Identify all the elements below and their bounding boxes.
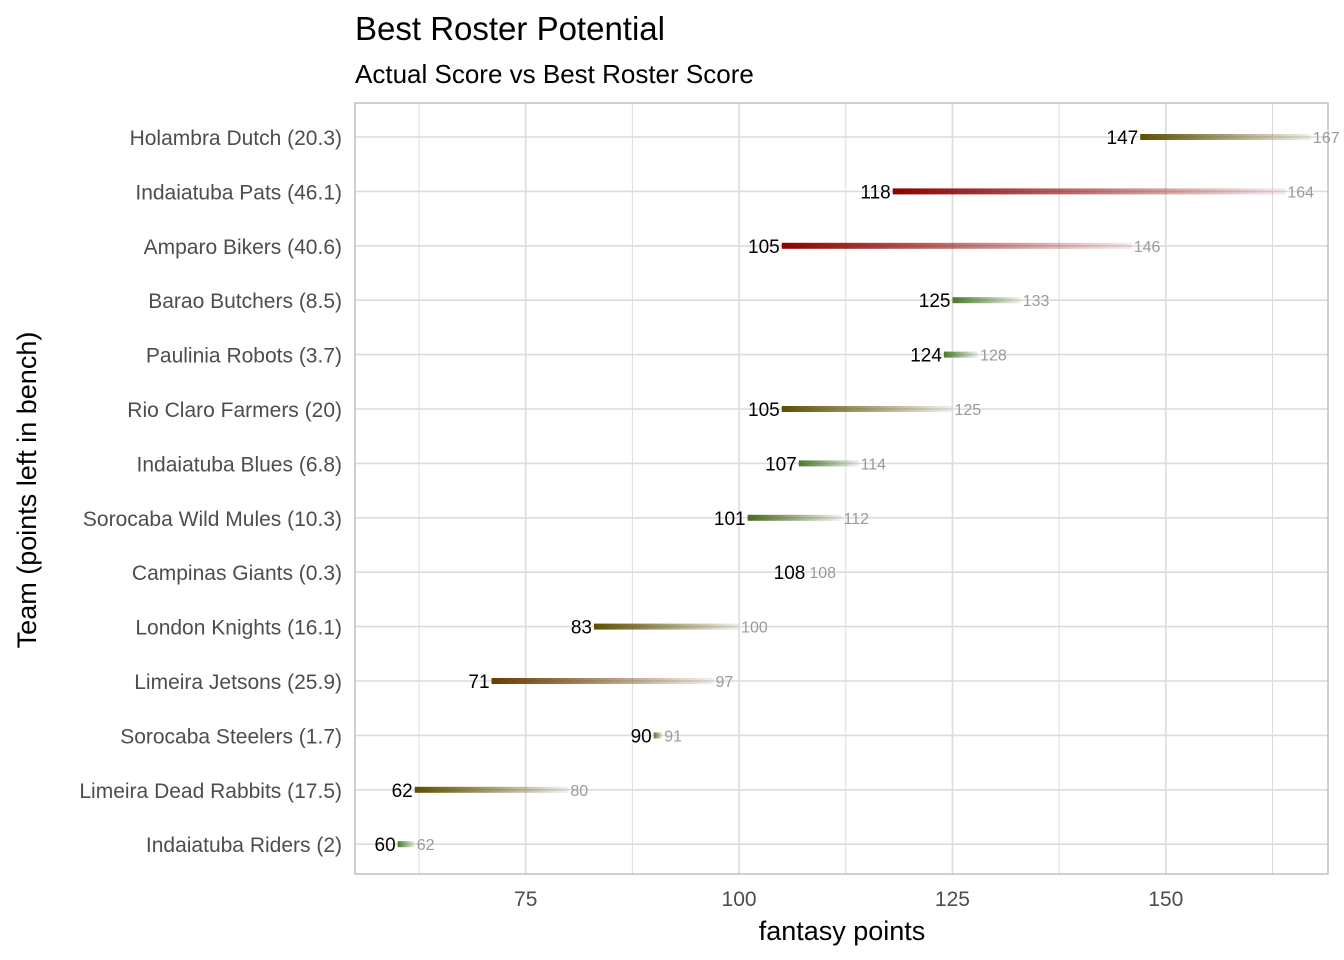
score-gap-bar [414, 786, 569, 793]
best-score-label: 62 [417, 837, 435, 854]
best-score-label: 114 [861, 456, 887, 473]
team-tick-label: Holambra Dutch (20.3) [130, 127, 342, 150]
x-tick-label: 150 [1148, 888, 1183, 911]
gridlines [355, 103, 1328, 874]
actual-score-label: 118 [860, 182, 890, 203]
score-gap-bar [593, 623, 740, 630]
best-score-label: 80 [570, 783, 588, 800]
best-score-label: 164 [1287, 184, 1314, 201]
x-tick-label: 125 [935, 888, 970, 911]
team-tick-label: London Knights (16.1) [135, 617, 342, 640]
panel-border [354, 102, 1329, 875]
score-gap-bar [653, 732, 663, 739]
team-tick-label: Indaiatuba Blues (6.8) [137, 453, 342, 476]
actual-score-label: 90 [631, 726, 652, 747]
actual-score-label: 71 [468, 672, 489, 693]
x-tick-label: 100 [722, 888, 757, 911]
y-axis-title: Team (points left in bench) [12, 332, 42, 649]
score-gap-bar [491, 678, 714, 684]
score-gap-bar [943, 351, 979, 358]
actual-score-label: 83 [571, 618, 592, 639]
team-tick-label: Campinas Giants (0.3) [132, 562, 342, 585]
team-tick-label: Barao Butchers (8.5) [148, 290, 342, 313]
team-tick-label: Sorocaba Steelers (1.7) [120, 725, 342, 748]
score-gap-bar [798, 460, 859, 467]
data-marks: 147 167 118 164 105 146 125 133 124 128 105 125 107 1… [375, 128, 1340, 856]
score-gap-bar [747, 514, 842, 521]
actual-score-label: 62 [392, 781, 413, 802]
best-score-label: 167 [1313, 130, 1340, 147]
score-gap-bar [397, 841, 415, 848]
actual-score-label: 105 [748, 237, 780, 258]
actual-score-label: 60 [375, 835, 396, 856]
chart-title: Best Roster Potential [355, 10, 665, 47]
team-tick-label: Indaiatuba Pats (46.1) [135, 181, 342, 204]
chart-subtitle: Actual Score vs Best Roster Score [355, 59, 754, 89]
team-tick-label: Paulinia Robots (3.7) [146, 345, 342, 368]
actual-score-label: 125 [919, 291, 951, 312]
actual-score-label: 124 [910, 346, 942, 367]
team-tick-label: Limeira Dead Rabbits (17.5) [79, 780, 342, 803]
actual-score-label: 101 [714, 509, 746, 530]
score-gap-bar [781, 406, 953, 412]
team-tick-label: Amparo Bikers (40.6) [144, 236, 342, 259]
score-gap-bar [892, 188, 1286, 195]
score-gap-bar [781, 242, 1132, 249]
best-score-label: 112 [844, 511, 870, 528]
team-tick-label: Limeira Jetsons (25.9) [134, 671, 342, 694]
x-tick-label: 75 [514, 888, 537, 911]
score-gap-bar [1140, 134, 1311, 140]
best-score-label: 146 [1134, 239, 1161, 256]
team-tick-label: Sorocaba Wild Mules (10.3) [83, 508, 342, 531]
actual-score-label: 107 [765, 454, 797, 475]
best-score-label: 97 [715, 674, 733, 691]
team-tick-label: Indaiatuba Riders (2) [146, 834, 342, 857]
team-tick-label: Rio Claro Farmers (20) [127, 399, 342, 422]
actual-score-label: 147 [1107, 128, 1139, 149]
y-axis-tick-labels: Holambra Dutch (20.3) Indaiatuba Pats (46… [79, 127, 342, 857]
score-gap-bar [952, 297, 1021, 304]
best-score-label: 128 [980, 348, 1007, 365]
best-score-label: 108 [809, 565, 836, 582]
x-axis-tick-labels: 75 100 125 150 [514, 888, 1183, 911]
x-axis-title: fantasy points [759, 916, 926, 946]
best-score-label: 100 [741, 620, 768, 637]
actual-score-label: 108 [774, 563, 806, 584]
best-score-label: 133 [1023, 293, 1050, 310]
best-score-label: 125 [954, 402, 981, 419]
best-score-label: 91 [664, 728, 682, 745]
actual-score-label: 105 [748, 400, 780, 421]
